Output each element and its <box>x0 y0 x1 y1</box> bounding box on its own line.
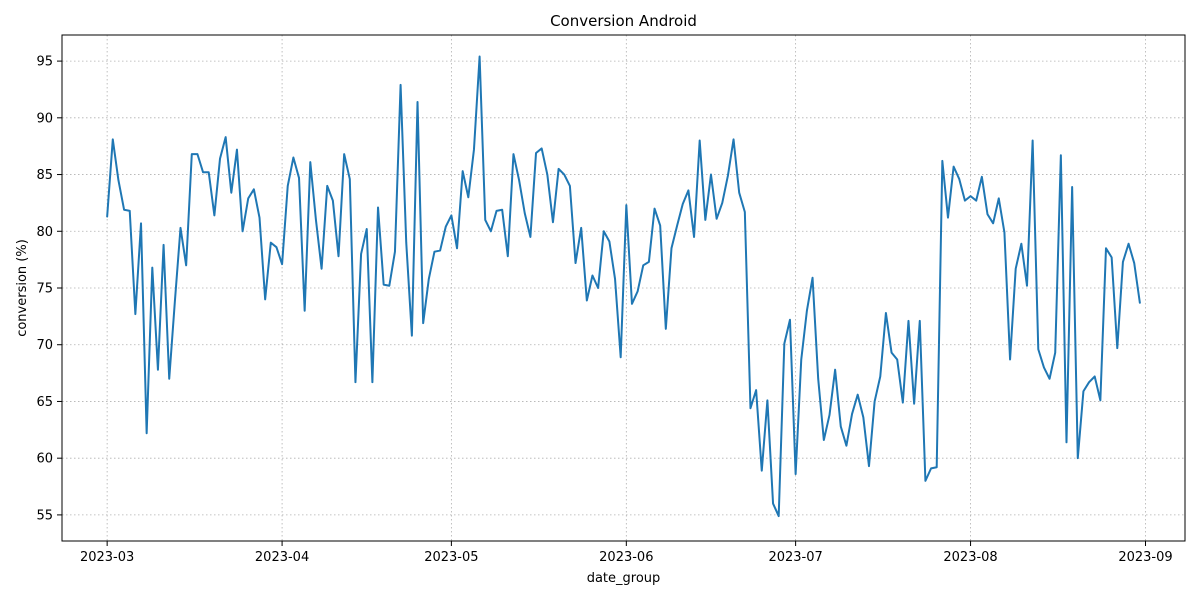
y-tick-label: 60 <box>36 452 53 467</box>
x-tick-label: 2023-03 <box>80 550 134 565</box>
chart-title: Conversion Android <box>550 12 697 30</box>
y-tick-label: 70 <box>36 338 53 353</box>
y-tick-label: 75 <box>36 282 53 297</box>
series-line-conversion <box>106 55 1141 518</box>
x-axis-title: date_group <box>587 571 661 586</box>
y-axis: 55 60 65 70 75 80 85 90 95 <box>36 55 62 523</box>
x-tick-label: 2023-07 <box>768 550 822 565</box>
x-tick-label: 2023-04 <box>255 550 309 565</box>
y-tick-label: 90 <box>36 111 53 126</box>
x-tick-label: 2023-08 <box>943 550 997 565</box>
y-tick-label: 65 <box>36 395 53 410</box>
y-axis-title: conversion (%) <box>15 239 30 337</box>
y-tick-label: 95 <box>36 55 53 70</box>
x-tick-label: 2023-06 <box>599 550 653 565</box>
x-tick-label: 2023-05 <box>424 550 478 565</box>
y-tick-label: 85 <box>36 168 53 183</box>
x-axis: 2023-03 2023-04 2023-05 2023-06 2023-07 2023-… <box>80 541 1173 565</box>
y-tick-label: 55 <box>36 508 53 523</box>
x-tick-label: 2023-09 <box>1118 550 1172 565</box>
y-tick-label: 80 <box>36 225 53 240</box>
